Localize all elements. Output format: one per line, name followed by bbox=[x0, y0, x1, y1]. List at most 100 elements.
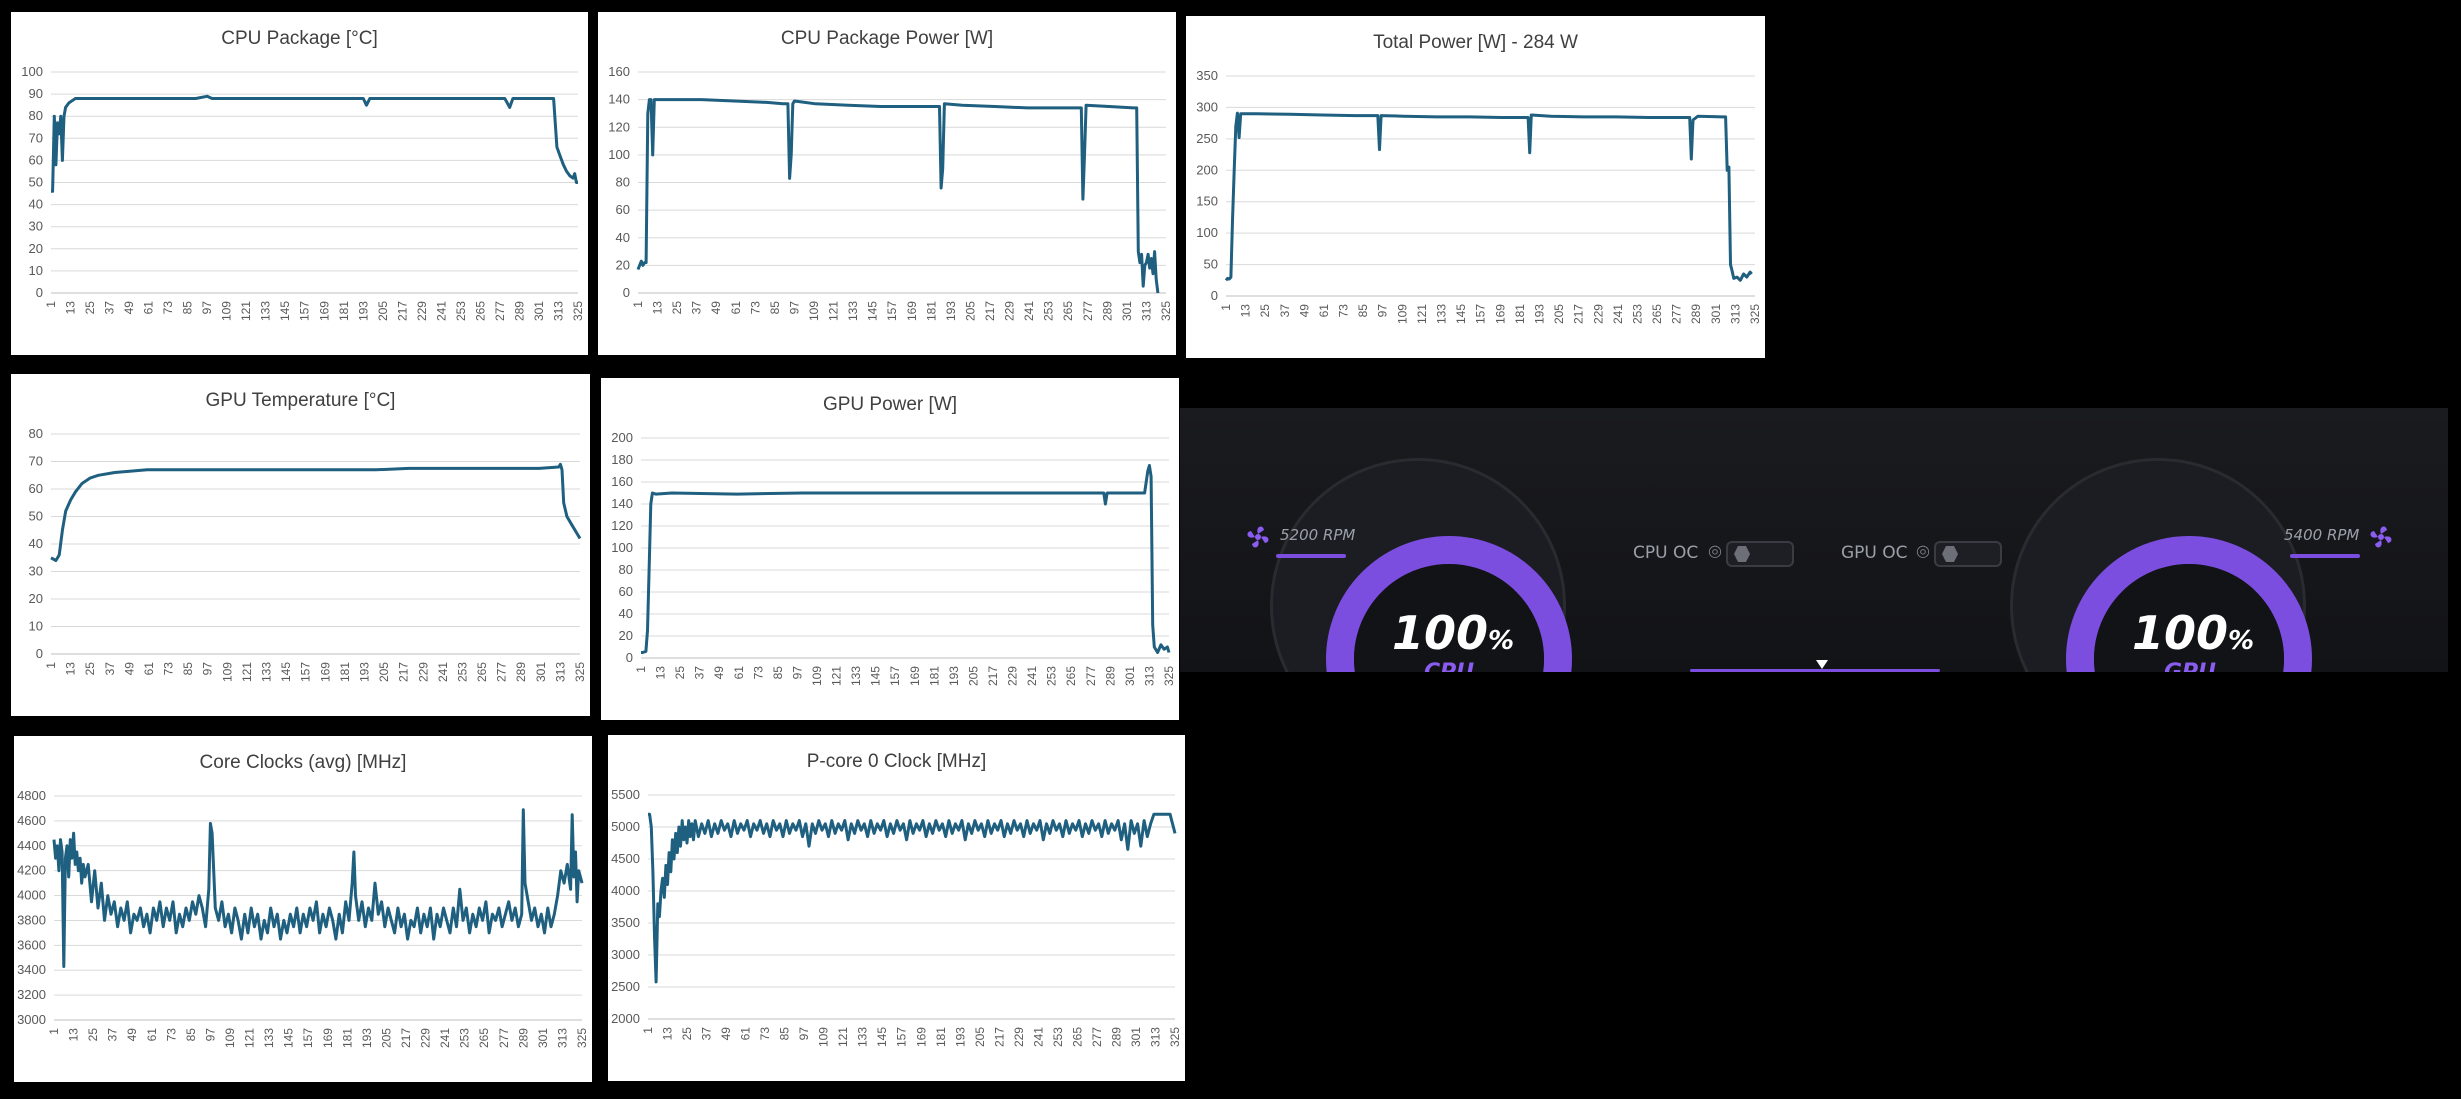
x-tick-label: 229 bbox=[1003, 301, 1017, 321]
x-tick-label: 169 bbox=[317, 301, 331, 321]
y-tick-label: 3500 bbox=[611, 915, 640, 930]
chart-svg: GPU Power [W] 0 20 40 60 80 100 120 140 160 180 200… bbox=[611, 394, 1176, 686]
y-tick-label: 50 bbox=[29, 175, 43, 190]
x-tick-label: 109 bbox=[810, 666, 824, 686]
right-fan-rpm: 5400 RPM bbox=[2284, 526, 2360, 544]
y-tick-label: 5500 bbox=[611, 787, 640, 802]
right-percent-sign: % bbox=[2228, 626, 2255, 656]
x-tick-label: 37 bbox=[700, 1027, 714, 1041]
x-tick-label: 109 bbox=[220, 662, 234, 682]
x-tick-label: 73 bbox=[161, 301, 175, 315]
y-tick-label: 3800 bbox=[17, 912, 46, 927]
y-tick-label: 200 bbox=[1196, 162, 1218, 177]
x-tick-label: 313 bbox=[551, 301, 565, 321]
x-tick-label: 37 bbox=[103, 301, 117, 315]
x-tick-label: 289 bbox=[514, 662, 528, 682]
x-tick-label: 181 bbox=[924, 301, 938, 321]
x-tick-label: 205 bbox=[1552, 304, 1566, 324]
x-tick-label: 157 bbox=[298, 301, 312, 321]
x-tick-label: 49 bbox=[709, 301, 723, 315]
x-tick-label: 121 bbox=[239, 301, 253, 321]
x-tick-label: 325 bbox=[573, 662, 587, 682]
right-percent: 100% bbox=[2132, 606, 2255, 660]
y-tick-label: 100 bbox=[611, 540, 633, 555]
x-tick-label: 229 bbox=[415, 301, 429, 321]
x-tick-label: 49 bbox=[122, 301, 136, 315]
series-line bbox=[50, 462, 582, 562]
chart-gpu-temperature: GPU Temperature [°C] 0 10 20 30 40 50 60 70 80 1 13… bbox=[11, 374, 590, 716]
x-tick-label: 265 bbox=[477, 1028, 491, 1048]
x-tick-label: 229 bbox=[419, 1028, 433, 1048]
y-tick-label: 3600 bbox=[17, 937, 46, 952]
y-tick-label: 120 bbox=[611, 518, 633, 533]
x-tick-label: 289 bbox=[1100, 301, 1114, 321]
x-tick-label: 1 bbox=[641, 1027, 655, 1034]
cpu-oc-toggle[interactable] bbox=[1726, 541, 1794, 567]
x-tick-label: 193 bbox=[947, 666, 961, 686]
gpu-oc-gear-icon: ◎ bbox=[1916, 543, 1930, 560]
x-tick-label: 277 bbox=[1670, 304, 1684, 324]
x-tick-label: 97 bbox=[790, 666, 804, 680]
y-tick-label: 0 bbox=[626, 650, 633, 665]
x-tick-label: 25 bbox=[86, 1028, 100, 1042]
mode-indicator-arrow bbox=[1816, 660, 1828, 669]
series-line bbox=[636, 98, 1160, 294]
y-tick-label: 20 bbox=[29, 591, 43, 606]
y-tick-label: 150 bbox=[1196, 194, 1218, 209]
x-tick-label: 181 bbox=[340, 1028, 354, 1048]
x-tick-label: 325 bbox=[1748, 304, 1762, 324]
x-tick-label: 289 bbox=[1109, 1027, 1123, 1047]
x-tick-label: 97 bbox=[797, 1027, 811, 1041]
cpu-oc-label: CPU OC bbox=[1633, 543, 1699, 563]
x-tick-label: 193 bbox=[953, 1027, 967, 1047]
x-tick-label: 181 bbox=[934, 1027, 948, 1047]
x-tick-label: 97 bbox=[1376, 304, 1390, 318]
y-tick-label: 50 bbox=[29, 509, 43, 524]
chart-title: Core Clocks (avg) [MHz] bbox=[200, 752, 407, 773]
x-tick-label: 253 bbox=[1051, 1027, 1065, 1047]
cpu-oc-toggle-knob bbox=[1734, 546, 1750, 562]
series-line bbox=[641, 464, 1171, 654]
y-tick-label: 4800 bbox=[17, 788, 46, 803]
left-rpm-bar bbox=[1276, 554, 1346, 558]
x-tick-label: 169 bbox=[914, 1027, 928, 1047]
x-tick-label: 157 bbox=[1474, 304, 1488, 324]
x-tick-label: 265 bbox=[1650, 304, 1664, 324]
y-tick-label: 0 bbox=[623, 285, 630, 300]
x-tick-label: 241 bbox=[1611, 304, 1625, 324]
x-tick-label: 133 bbox=[1435, 304, 1449, 324]
x-tick-label: 73 bbox=[751, 666, 765, 680]
gpu-oc-toggle[interactable] bbox=[1934, 541, 2002, 567]
x-tick-label: 265 bbox=[475, 662, 489, 682]
chart-title: CPU Package [°C] bbox=[221, 28, 378, 49]
x-tick-label: 325 bbox=[1162, 666, 1176, 686]
y-tick-label: 100 bbox=[1196, 225, 1218, 240]
x-tick-label: 61 bbox=[729, 301, 743, 315]
right-gauge-label: GPU bbox=[2164, 660, 2216, 672]
y-tick-label: 90 bbox=[29, 86, 43, 101]
x-tick-label: 205 bbox=[377, 662, 391, 682]
x-tick-label: 229 bbox=[1012, 1027, 1026, 1047]
x-tick-label: 253 bbox=[455, 662, 469, 682]
x-tick-label: 97 bbox=[200, 301, 214, 315]
x-tick-label: 277 bbox=[495, 662, 509, 682]
x-tick-label: 133 bbox=[856, 1027, 870, 1047]
y-tick-label: 20 bbox=[616, 257, 630, 272]
x-tick-label: 301 bbox=[536, 1028, 550, 1048]
x-tick-label: 229 bbox=[416, 662, 430, 682]
x-tick-label: 157 bbox=[301, 1028, 315, 1048]
x-tick-label: 133 bbox=[846, 301, 860, 321]
x-tick-label: 301 bbox=[1120, 301, 1134, 321]
y-tick-label: 70 bbox=[29, 454, 43, 469]
x-tick-label: 1 bbox=[44, 662, 58, 669]
x-tick-label: 277 bbox=[493, 301, 507, 321]
x-tick-label: 61 bbox=[739, 1027, 753, 1041]
x-tick-label: 253 bbox=[454, 301, 468, 321]
x-tick-label: 1 bbox=[634, 666, 648, 673]
x-tick-label: 145 bbox=[869, 666, 883, 686]
y-tick-label: 180 bbox=[611, 452, 633, 467]
x-tick-label: 133 bbox=[260, 662, 274, 682]
x-tick-label: 109 bbox=[817, 1027, 831, 1047]
x-tick-label: 145 bbox=[278, 301, 292, 321]
